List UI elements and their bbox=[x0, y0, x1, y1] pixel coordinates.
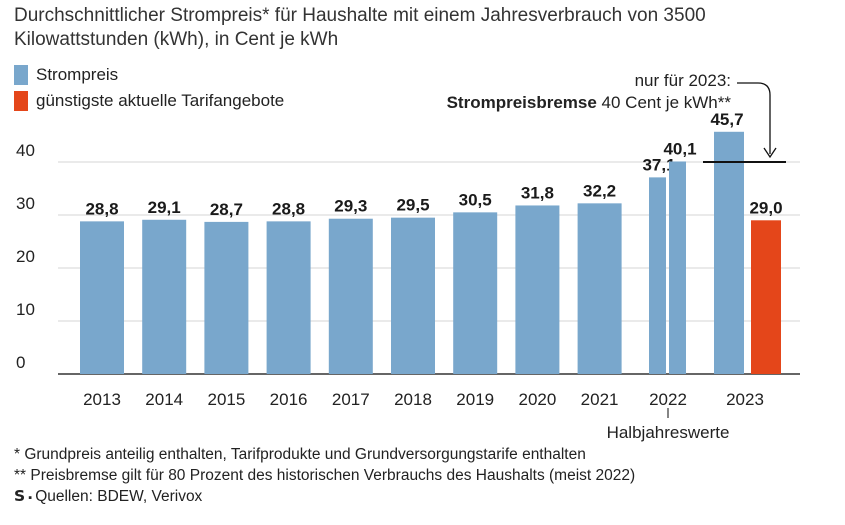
x-tick-label-2020: 2020 bbox=[518, 390, 556, 409]
bar-2022-10 bbox=[669, 161, 686, 374]
x-tick-label-2022: 2022 bbox=[649, 390, 687, 409]
legend-label-tarifangebote: günstigste aktuelle Tarifangebote bbox=[36, 91, 285, 110]
legend: Strompreis günstigste aktuelle Tarifange… bbox=[14, 62, 284, 114]
bar-label-2023-11: 45,7 bbox=[710, 110, 743, 129]
note-line2: Strompreisbremse 40 Cent je kWh** bbox=[447, 92, 731, 114]
y-tick-label-40: 40 bbox=[16, 141, 35, 160]
bar-2015-2 bbox=[204, 221, 249, 374]
source-bullet-icon: ▪ bbox=[25, 492, 36, 504]
bar-2017-4 bbox=[328, 218, 373, 374]
note-arrow bbox=[737, 82, 771, 154]
source-line: S ▪ Quellen: BDEW, Verivox bbox=[14, 486, 635, 509]
y-tick-label-10: 10 bbox=[16, 300, 35, 319]
legend-label-strompreis: Strompreis bbox=[36, 65, 119, 84]
preisbremse-note: nur für 2023: Strompreisbremse 40 Cent j… bbox=[447, 70, 731, 114]
chart-title: Durchschnittlicher Strompreis* für Haush… bbox=[14, 5, 706, 50]
footnote-2: ** Preisbremse gilt für 80 Prozent des h… bbox=[14, 467, 636, 484]
y-tick-label-0: 0 bbox=[16, 353, 25, 372]
source-logo: S bbox=[14, 487, 26, 505]
bar-2016-3 bbox=[266, 221, 311, 374]
bar-2021-8 bbox=[577, 203, 622, 374]
bar-label-2013-0: 28,8 bbox=[85, 199, 118, 218]
x-tick-label-2018: 2018 bbox=[394, 390, 432, 409]
note-bold: Strompreisbremse bbox=[446, 93, 597, 112]
bar-label-2019-6: 30,5 bbox=[459, 190, 492, 209]
x-tick-label-2014: 2014 bbox=[145, 390, 183, 409]
y-tick-label-20: 20 bbox=[16, 247, 35, 266]
x-tick-label-2017: 2017 bbox=[332, 390, 370, 409]
note-arrowhead bbox=[763, 147, 777, 159]
bar-label-2022-10: 40,1 bbox=[663, 139, 696, 158]
legend-item-strompreis: Strompreis bbox=[14, 62, 284, 88]
note-rest: 40 Cent je kWh** bbox=[596, 93, 731, 112]
bar-label-2021-8: 32,2 bbox=[583, 181, 616, 200]
bar-label-2015-2: 28,7 bbox=[210, 200, 243, 219]
bar-label-2017-4: 29,3 bbox=[334, 197, 367, 216]
x-tick-label-2016: 2016 bbox=[270, 390, 308, 409]
halbjahr-label: Halbjahreswerte bbox=[607, 423, 730, 442]
y-tick-label-30: 30 bbox=[16, 194, 35, 213]
legend-item-tarifangebote: günstigste aktuelle Tarifangebote bbox=[14, 88, 284, 114]
bar-2013-0 bbox=[80, 221, 124, 374]
bar-label-2018-5: 29,5 bbox=[396, 196, 429, 215]
source-text: Quellen: BDEW, Verivox bbox=[35, 488, 203, 505]
bar-2022-9 bbox=[649, 177, 666, 374]
x-tick-label-2021: 2021 bbox=[581, 390, 619, 409]
bar-2018-5 bbox=[391, 217, 435, 374]
bar-2014-1 bbox=[142, 219, 187, 374]
x-tick-label-2019: 2019 bbox=[456, 390, 494, 409]
legend-swatch-tarifangebote bbox=[14, 91, 28, 111]
bar-2023-12 bbox=[751, 220, 781, 374]
x-tick-label-2013: 2013 bbox=[83, 390, 121, 409]
footnote-1: * Grundpreis anteilig enthalten, Tarifpr… bbox=[14, 446, 586, 463]
bar-label-2016-3: 28,8 bbox=[272, 199, 305, 218]
bar-label-2023-12: 29,0 bbox=[749, 198, 782, 217]
bar-2020-7 bbox=[515, 205, 560, 374]
bar-2019-6 bbox=[453, 212, 498, 374]
bar-label-2022-9: 37,1 bbox=[642, 155, 675, 174]
legend-swatch-strompreis bbox=[14, 65, 28, 85]
note-line1: nur für 2023: bbox=[634, 71, 731, 90]
bar-label-2014-1: 29,1 bbox=[148, 198, 181, 217]
x-tick-label-2023: 2023 bbox=[726, 390, 764, 409]
bar-2023-11 bbox=[714, 131, 744, 374]
bar-label-2020-7: 31,8 bbox=[521, 183, 554, 202]
x-tick-label-2015: 2015 bbox=[207, 390, 245, 409]
footnotes: * Grundpreis anteilig enthalten, Tarifpr… bbox=[14, 444, 635, 509]
